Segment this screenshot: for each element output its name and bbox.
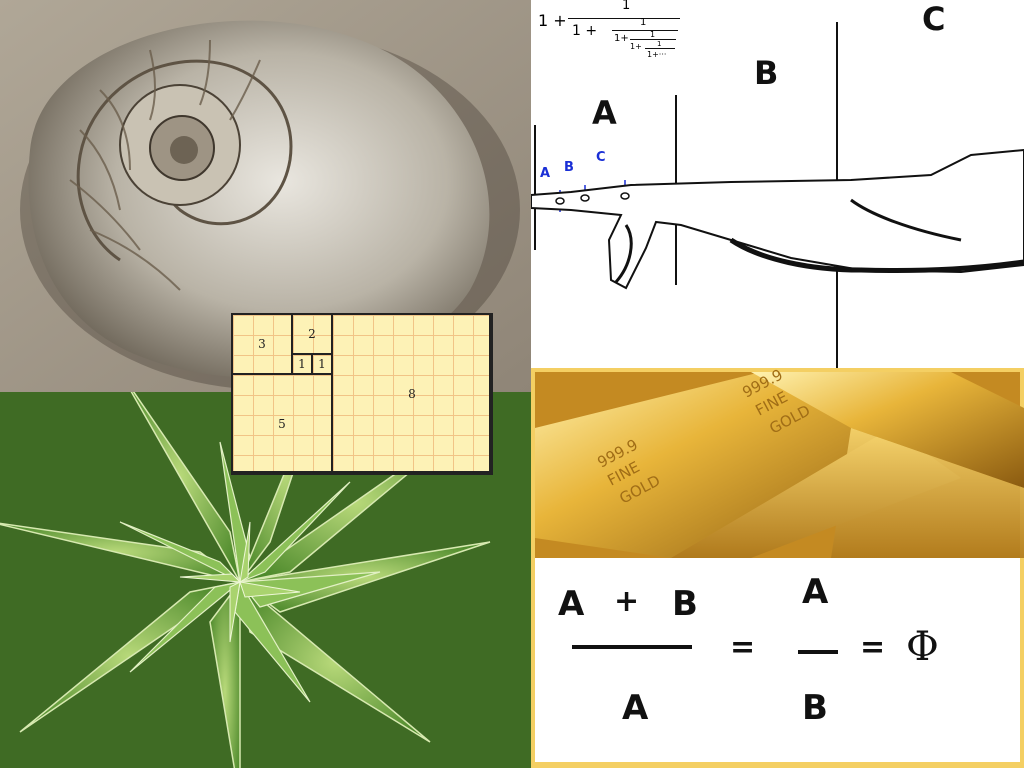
fraction-numerator-2: 1 [640, 17, 647, 28]
eq-lhs-numerator-a: A [558, 584, 585, 624]
finger-small-label-a: A [540, 166, 551, 181]
eq-lhs-numerator-b: B [672, 584, 698, 624]
finger-label-a: A [592, 94, 617, 132]
eq-lhs-fraction-bar [572, 645, 692, 649]
fraction-bar-3 [630, 39, 676, 40]
eq-phi-symbol: Φ [906, 624, 939, 670]
fib-square-1a: 1 [291, 353, 313, 375]
fraction-bar-1 [568, 18, 680, 19]
finger-label-c: C [922, 0, 946, 38]
hand-illustration [531, 22, 1024, 368]
fraction-bar-4 [645, 48, 675, 49]
fraction-bar-2 [612, 30, 678, 31]
nautilus-shell-drawing [0, 0, 531, 392]
finger-small-label-c: C [596, 150, 606, 165]
finger-small-label-b: B [564, 160, 574, 175]
nautilus-shell-photo [0, 0, 531, 392]
eq-equals-1: = [730, 630, 756, 665]
fraction-lead: 1 + [538, 11, 567, 30]
fib-square-2: 2 [291, 313, 333, 355]
eq-plus-sign: + [614, 584, 640, 619]
finger-label-b: B [754, 54, 779, 92]
fraction-level2: 1 + [572, 23, 598, 39]
fib-square-3: 3 [231, 313, 293, 375]
eq-equals-2: = [860, 630, 886, 665]
eq-lhs-denominator: A [622, 688, 649, 728]
finger-bones-drawing [531, 0, 1024, 368]
fraction-level4: 1+ [630, 42, 642, 51]
golden-ratio-equation [535, 558, 1020, 762]
fraction-numerator-3: 1 [650, 30, 656, 39]
fib-square-5: 5 [231, 373, 333, 475]
fraction-level3: 1+ [614, 33, 629, 44]
eq-rhs-numerator: A [802, 572, 829, 612]
fraction-numerator-4: 1 [657, 40, 662, 48]
fraction-numerator: 1 [622, 0, 631, 13]
fib-square-1b: 1 [311, 353, 333, 375]
fibonacci-squares-grid: 3 2 1 1 5 8 [231, 313, 493, 475]
fib-square-8: 8 [331, 313, 493, 475]
fraction-tail: 1+··· [647, 50, 667, 59]
eq-rhs-denominator: B [802, 688, 828, 728]
eq-rhs-fraction-bar [798, 650, 838, 654]
